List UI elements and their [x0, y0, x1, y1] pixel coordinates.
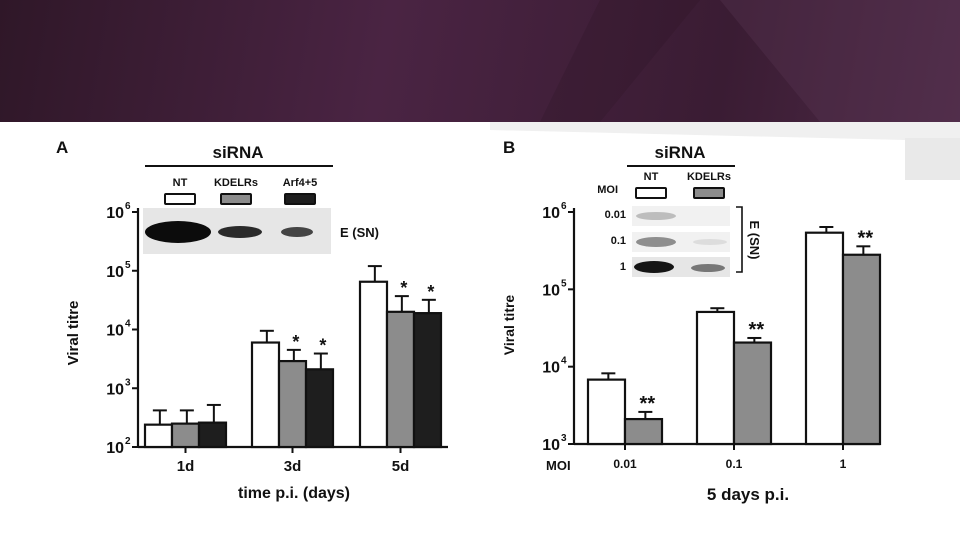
bar-kdelrs — [385, 310, 416, 449]
bar-kdelrs — [732, 341, 773, 446]
bar-kdelrs — [623, 417, 664, 446]
significance-marker: * — [292, 332, 299, 352]
panel-b-blot-row-label: 0.1 — [611, 235, 626, 247]
bar-nt — [695, 310, 736, 446]
significance-marker: ** — [858, 227, 874, 249]
panel-b: B siRNA NT KDELRs MOI 0.01 0.1 1 E (SN) 1… — [501, 138, 882, 504]
panel-a: A siRNA NT KDELRs Arf4+5 E (SN) 10 210 310 41… — [56, 138, 448, 502]
panel-b-bars: ** ** ** — [586, 225, 882, 446]
y-tick-exponent: 6 — [125, 201, 131, 212]
y-tick-label: 10 — [542, 437, 560, 454]
y-tick-exponent: 4 — [561, 356, 567, 367]
y-tick-exponent: 5 — [125, 260, 131, 271]
panel-b-legend: NT KDELRs — [635, 171, 731, 199]
y-tick-label: 10 — [542, 205, 560, 222]
x-tick-label: 1 — [840, 457, 847, 471]
title-banner — [0, 0, 960, 122]
bar-nt — [358, 280, 389, 449]
y-tick-exponent: 2 — [125, 436, 131, 447]
significance-marker: ** — [640, 393, 656, 415]
legend-label: KDELRs — [687, 171, 731, 183]
legend-swatch — [284, 193, 316, 205]
bar-arf4-5 — [412, 312, 443, 449]
bar-arf4-5 — [304, 368, 335, 449]
panel-b-blot-row-label: 1 — [620, 261, 626, 273]
y-tick-label: 10 — [542, 360, 560, 377]
banner-decoration — [540, 0, 960, 122]
y-tick-label: 10 — [106, 381, 124, 398]
bar-nt — [586, 378, 627, 446]
panel-a-legend: NT KDELRs Arf4+5 — [164, 177, 318, 205]
bar-kdelrs — [277, 359, 308, 449]
panel-b-label: B — [503, 138, 515, 157]
panel-a-label: A — [56, 138, 68, 157]
legend-label: NT — [173, 177, 188, 189]
x-tick-label: 0.01 — [613, 457, 637, 471]
y-tick-exponent: 5 — [561, 278, 567, 289]
panel-a-blot-label: E (SN) — [340, 225, 379, 240]
x-tick-label: 0.1 — [726, 457, 743, 471]
legend-swatch — [635, 187, 667, 199]
panel-b-western-blot — [632, 206, 730, 277]
y-tick-exponent: 3 — [561, 433, 567, 444]
panel-a-bars: * * * * — [143, 265, 443, 449]
panel-b-x-prefix: MOI — [546, 458, 571, 473]
significance-marker: ** — [749, 319, 765, 341]
y-tick-exponent: 3 — [125, 377, 131, 388]
y-tick-exponent: 4 — [125, 319, 131, 330]
panel-a-x-axis-title: time p.i. (days) — [238, 485, 350, 502]
significance-marker: * — [319, 336, 326, 356]
bar-kdelrs — [841, 253, 882, 446]
bar-nt — [804, 231, 845, 446]
panel-b-blot-row-label: 0.01 — [605, 209, 626, 221]
x-tick-label: 3d — [284, 458, 302, 475]
legend-label: Arf4+5 — [283, 177, 318, 189]
y-tick-label: 10 — [106, 323, 124, 340]
legend-label: KDELRs — [214, 177, 258, 189]
x-tick-label: 1d — [177, 458, 195, 475]
panel-b-legend-title: siRNA — [654, 143, 705, 162]
panel-a-y-axis-title: Viral titre — [65, 301, 82, 366]
significance-marker: * — [400, 278, 407, 298]
significance-marker: * — [427, 282, 434, 302]
y-tick-label: 10 — [106, 440, 124, 457]
bar-kdelrs — [170, 422, 201, 449]
x-tick-label: 5d — [392, 458, 410, 475]
panel-a-legend-title: siRNA — [212, 143, 263, 162]
bar-nt — [250, 341, 281, 449]
panel-b-y-axis-title: Viral titre — [501, 295, 517, 356]
y-tick-label: 10 — [106, 264, 124, 281]
legend-label: NT — [644, 171, 659, 183]
panel-a-western-blot — [143, 208, 331, 254]
legend-swatch — [164, 193, 196, 205]
legend-swatch — [693, 187, 725, 199]
y-tick-label: 10 — [106, 205, 124, 222]
bar-arf4-5 — [197, 421, 228, 449]
panel-b-x-axis-title: 5 days p.i. — [707, 485, 789, 504]
y-tick-label: 10 — [542, 282, 560, 299]
panel-b-blot-moi-header: MOI — [597, 184, 618, 196]
panel-b-blot-label: E (SN) — [747, 221, 762, 260]
y-tick-exponent: 6 — [561, 201, 567, 212]
bar-nt — [143, 423, 174, 449]
legend-swatch — [220, 193, 252, 205]
